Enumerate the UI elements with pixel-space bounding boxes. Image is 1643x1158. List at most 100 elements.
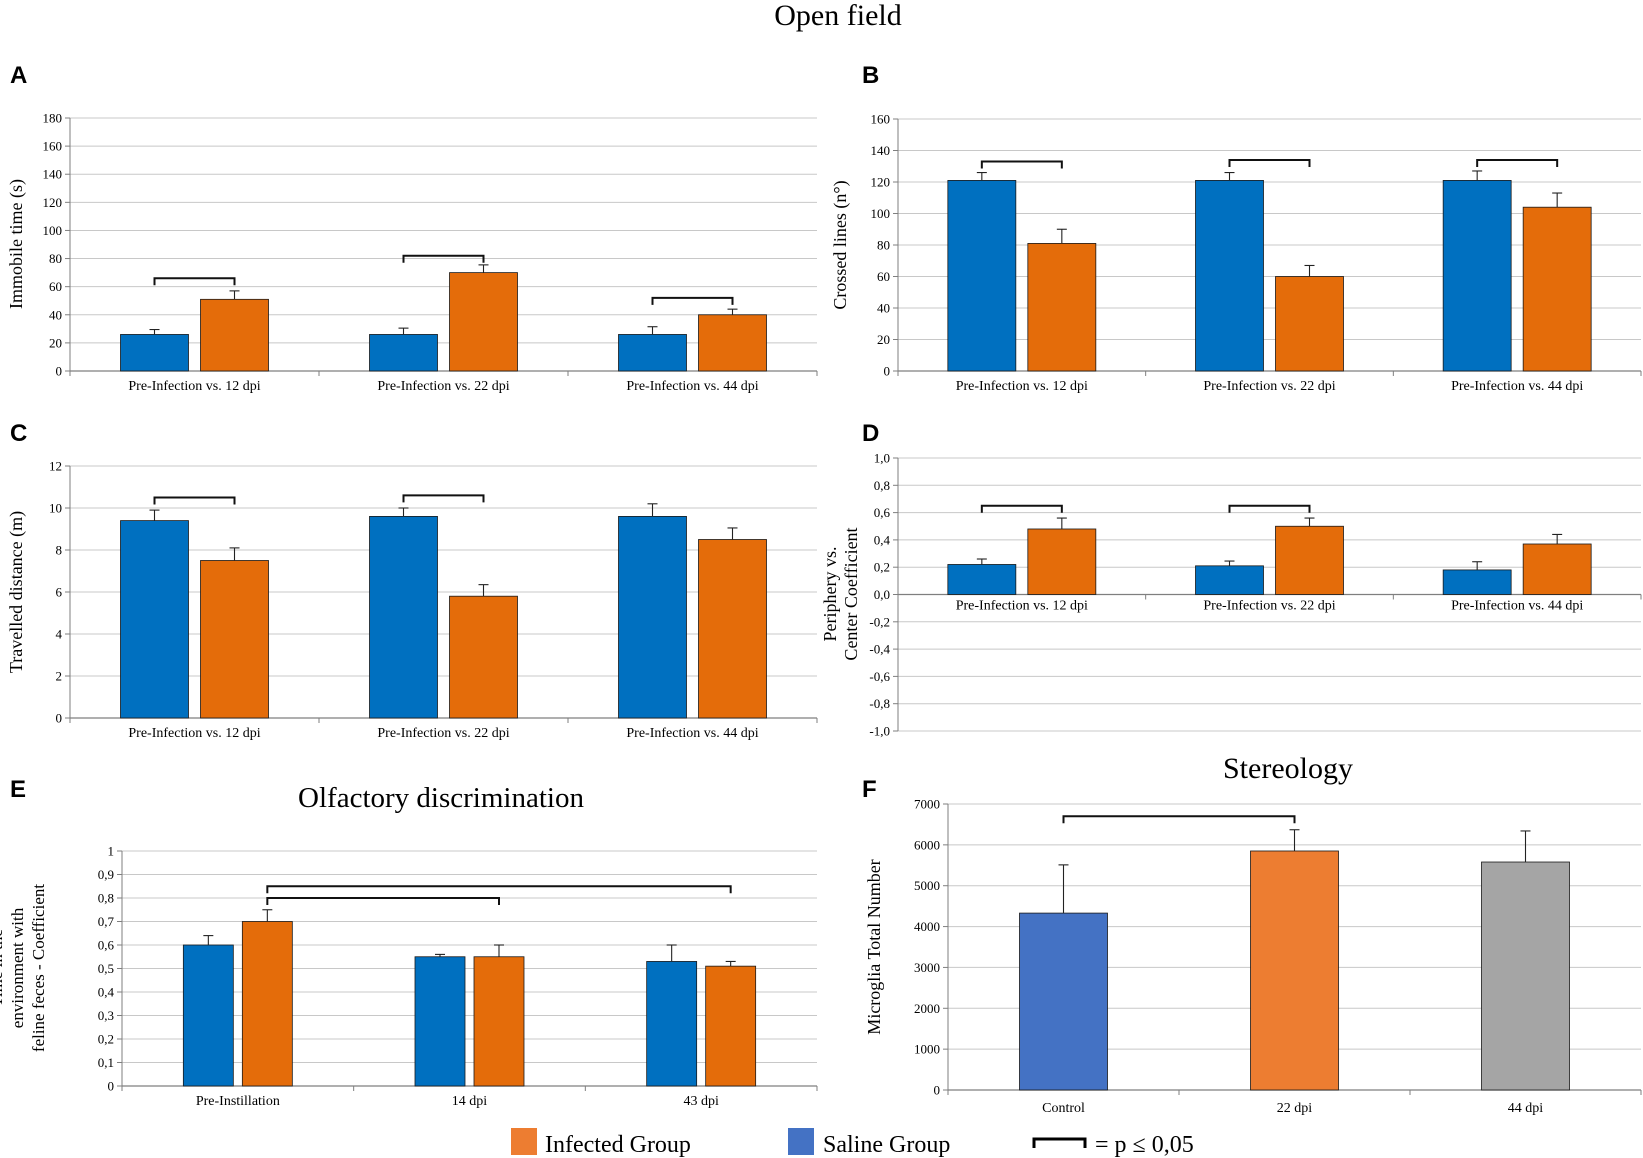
stereology-title: Stereology	[1223, 752, 1353, 785]
category-label: Pre-Infection vs. 22 dpi	[377, 379, 509, 394]
y-tick-label: 140	[43, 167, 63, 182]
y-axis-label-line: Immobile time (s)	[6, 179, 27, 309]
y-tick-label: 0	[934, 1083, 941, 1098]
legend-saline-swatch	[788, 1128, 814, 1155]
significance-bracket	[153, 496, 236, 505]
y-axis-label: Travelled distance (m)	[6, 511, 27, 673]
panel-letter-d: D	[862, 420, 879, 447]
bar	[1195, 180, 1264, 372]
y-axis-label-line: environment with	[8, 907, 27, 1028]
y-tick-label: 0,1	[98, 1055, 114, 1070]
bar	[1275, 276, 1344, 372]
category-label: Pre-Instillation	[196, 1094, 280, 1109]
significance-bracket	[402, 254, 485, 263]
y-tick-label: 120	[43, 195, 63, 210]
bar	[705, 965, 757, 1087]
y-tick-label: -0,6	[869, 669, 890, 684]
y-tick-label: 2000	[914, 1001, 940, 1016]
bar	[120, 334, 189, 372]
panel-letter-b: B	[862, 62, 879, 89]
y-tick-label: 0,5	[98, 961, 114, 976]
y-tick-label: 12	[49, 459, 62, 474]
bar	[1442, 569, 1512, 595]
chart-panel-c: C 0 2 4 6 8 10 12 Travelled distance (m) Pre-Infe…	[6, 420, 818, 741]
significance-bracket	[1476, 158, 1559, 167]
category-label: Pre-Infection vs. 22 dpi	[1203, 599, 1335, 614]
y-tick-label: 0,2	[98, 1032, 114, 1047]
bar	[646, 961, 698, 1087]
y-axis-label-line: Microglia Total Number	[864, 859, 884, 1034]
y-tick-label: 160	[43, 139, 63, 154]
y-tick-label: 80	[49, 251, 62, 266]
y-tick-label: -0,2	[869, 614, 890, 629]
y-tick-label: -0,8	[869, 696, 890, 711]
y-tick-label: 6	[56, 585, 63, 600]
category-label: Pre-Infection vs. 44 dpi	[626, 726, 758, 741]
category-label: 22 dpi	[1277, 1101, 1313, 1116]
significance-bracket	[980, 160, 1063, 169]
y-tick-label: 8	[56, 543, 63, 558]
category-label: Control	[1042, 1101, 1085, 1116]
significance-bracket	[402, 494, 485, 503]
bar	[182, 944, 234, 1087]
y-tick-label: 0,8	[98, 891, 114, 906]
y-tick-label: 0,9	[98, 867, 114, 882]
y-tick-label: 40	[49, 307, 62, 322]
y-tick-label: 5000	[914, 878, 940, 893]
y-tick-label: 0	[884, 364, 891, 379]
category-label: Pre-Infection vs. 12 dpi	[956, 599, 1088, 614]
legend-significance-bracket-icon	[1032, 1137, 1087, 1148]
significance-bracket	[1228, 158, 1311, 167]
significance-bracket	[980, 504, 1063, 513]
category-label: 14 dpi	[452, 1094, 488, 1109]
category-label: 44 dpi	[1508, 1101, 1544, 1116]
significance-bracket	[266, 885, 732, 894]
legend-saline-label: Saline Group	[823, 1132, 950, 1158]
significance-bracket	[651, 296, 734, 305]
chart-panel-b: B 0 20 40 60 80 100 120 140 160 Crossed lines (n°)…	[830, 62, 1642, 394]
y-tick-label: 60	[49, 279, 62, 294]
significance-bracket	[153, 277, 236, 286]
open-field-title: Open field	[774, 0, 901, 32]
bar	[369, 334, 438, 372]
y-axis-label: Immobile time (s)	[6, 179, 27, 309]
y-tick-label: 0,2	[874, 560, 890, 575]
panel-letter-a: A	[10, 62, 27, 89]
y-tick-label: 0,6	[98, 938, 115, 953]
y-tick-label: 20	[877, 332, 890, 347]
bar	[618, 334, 687, 372]
y-tick-label: 2	[56, 669, 63, 684]
bar	[1442, 180, 1512, 372]
category-label: Pre-Infection vs. 44 dpi	[626, 379, 758, 394]
legend-infected-label: Infected Group	[545, 1132, 691, 1158]
panel-letter-c: C	[10, 420, 27, 447]
y-tick-label: 6000	[914, 837, 940, 852]
category-label: Pre-Infection vs. 22 dpi	[377, 726, 509, 741]
y-tick-label: 0,7	[98, 914, 115, 929]
y-tick-label: 0	[56, 364, 63, 379]
y-tick-label: 1000	[914, 1042, 940, 1057]
y-tick-label: 0,0	[874, 587, 890, 602]
category-label: Pre-Infection vs. 22 dpi	[1203, 379, 1335, 394]
bar	[1027, 528, 1097, 595]
y-axis-label-line: Crossed lines (n°)	[830, 180, 851, 309]
legend-significance-label: = p ≤ 0,05	[1095, 1132, 1194, 1158]
y-tick-label: 1,0	[874, 451, 890, 466]
y-tick-label: 120	[871, 175, 891, 190]
chart-panel-d: D -1,0 -0,8 -0,6 -0,4 -0,2 0,0 0,2 0,4 0,6 0,8 1,0 P…	[820, 420, 1642, 739]
significance-bracket	[1062, 815, 1296, 824]
y-tick-label: 7000	[914, 797, 940, 812]
y-tick-label: 0,8	[874, 478, 890, 493]
y-tick-label: 0,4	[98, 985, 115, 1000]
y-axis-label: Microglia Total Number	[864, 859, 884, 1034]
bar	[698, 314, 767, 372]
bar	[241, 921, 293, 1087]
bar	[1027, 243, 1097, 372]
y-tick-label: 0,6	[874, 505, 891, 520]
bar	[200, 298, 269, 372]
chart-panel-f: F 0 1000 2000 3000 4000 5000 6000 7000 Microglia …	[862, 776, 1642, 1116]
y-tick-label: 0,4	[874, 532, 891, 547]
y-axis-label-line: Travelled distance (m)	[6, 511, 27, 673]
bar	[1275, 525, 1344, 595]
panel-letter-e: E	[10, 776, 26, 803]
